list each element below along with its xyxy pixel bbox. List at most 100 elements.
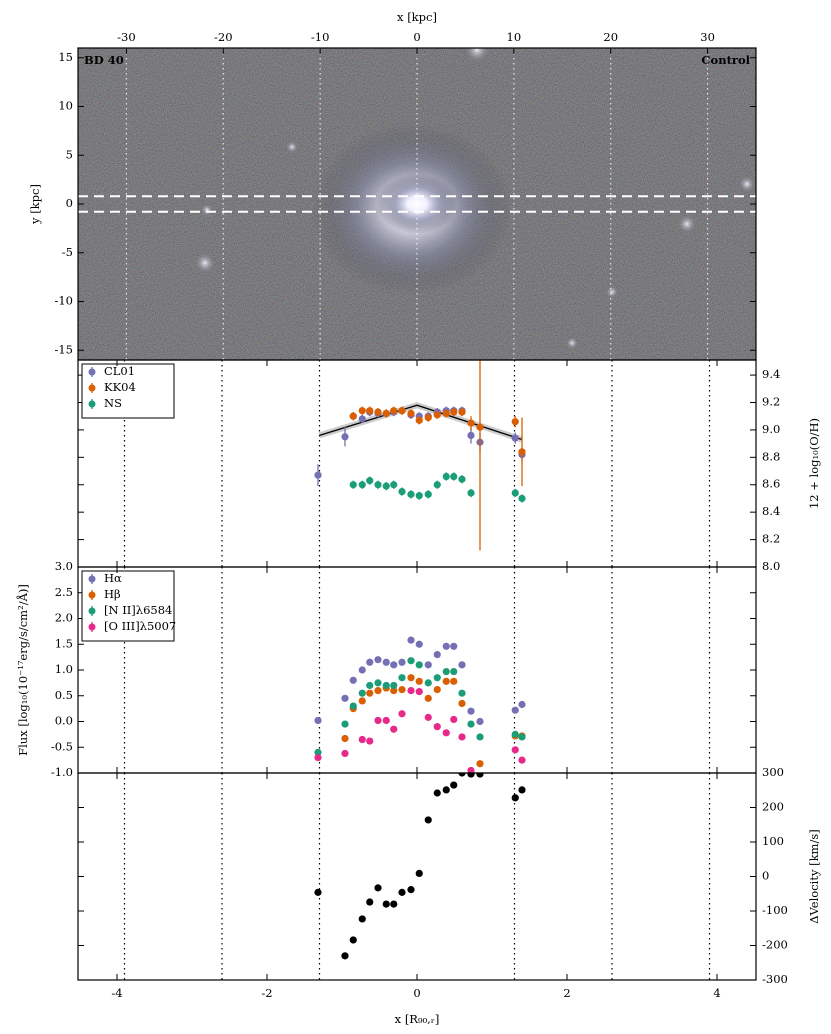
point	[314, 888, 322, 896]
point	[424, 679, 432, 687]
legend-label: NS	[104, 396, 122, 410]
legend-marker	[88, 368, 96, 376]
point	[467, 773, 475, 778]
point	[358, 697, 366, 705]
legend-marker	[88, 623, 96, 631]
x-tick-label: 10	[507, 30, 522, 44]
frame	[77, 359, 757, 568]
y-tick-label: -200	[762, 938, 788, 952]
point	[467, 431, 475, 439]
plot-area	[123, 773, 711, 980]
point	[415, 677, 423, 685]
point	[407, 409, 415, 418]
y-tick-label: 8.4	[762, 504, 780, 518]
y-tick-label: 9.2	[762, 394, 780, 408]
point	[390, 725, 398, 733]
x-tick-label: 20	[603, 30, 618, 44]
point	[398, 658, 406, 666]
point	[407, 674, 415, 682]
point	[442, 472, 450, 481]
point	[390, 661, 398, 669]
point	[314, 748, 322, 757]
star	[678, 215, 696, 233]
y-tick-label: 8.2	[762, 532, 780, 546]
point	[341, 952, 349, 960]
point	[382, 716, 390, 725]
y-tick-label: 8.8	[762, 449, 780, 463]
y-tick-label: -0.5	[51, 739, 73, 753]
point	[458, 475, 466, 483]
legend-marker	[88, 575, 96, 583]
frame	[77, 566, 757, 774]
point	[407, 657, 415, 665]
point	[450, 642, 458, 650]
point	[511, 489, 519, 497]
y-tick-label: 0	[762, 869, 769, 883]
legend-label: [O III]λ5007	[104, 619, 176, 633]
legend-label: CL01	[104, 364, 135, 378]
point	[450, 408, 458, 416]
point	[382, 900, 390, 908]
point	[467, 766, 475, 773]
point	[433, 650, 441, 659]
point	[458, 699, 466, 708]
point	[358, 735, 366, 744]
x-tick-label: -4	[111, 986, 122, 1000]
point	[467, 707, 475, 715]
point	[442, 409, 450, 418]
point	[511, 746, 519, 754]
point	[415, 492, 423, 500]
point	[450, 472, 458, 481]
point	[415, 416, 423, 424]
y-tick-label: 1.5	[55, 636, 73, 650]
legend-marker	[88, 384, 96, 392]
point	[366, 477, 374, 485]
point	[374, 481, 382, 489]
point	[518, 494, 526, 503]
point	[390, 687, 398, 695]
point	[450, 715, 458, 724]
point	[407, 687, 415, 695]
y-tick-label: 2.5	[55, 585, 73, 599]
point	[518, 756, 526, 764]
point	[341, 694, 349, 702]
point	[358, 689, 366, 697]
point	[366, 658, 374, 666]
point	[358, 407, 366, 415]
point	[424, 490, 432, 498]
point	[358, 415, 366, 423]
point	[398, 407, 406, 415]
point	[341, 734, 349, 743]
y-tick-label: -100	[762, 903, 788, 917]
point	[374, 716, 382, 725]
point	[518, 448, 526, 456]
point	[415, 688, 423, 696]
y-tick-label: -15	[54, 342, 73, 356]
y-tick-label: 0.0	[55, 714, 73, 728]
legend-label: Hβ	[104, 587, 121, 601]
point	[374, 656, 382, 664]
star	[286, 141, 298, 153]
legend-marker	[88, 591, 96, 599]
point	[366, 689, 374, 697]
y-tick-label: 10	[58, 99, 73, 113]
point	[450, 677, 458, 685]
point	[415, 640, 423, 648]
point	[358, 666, 366, 674]
x-axis-label: x [R₉₀,ᵣ]	[395, 1012, 440, 1026]
star	[606, 286, 618, 298]
point	[366, 407, 374, 415]
point	[390, 407, 398, 415]
point	[518, 786, 526, 794]
point	[476, 733, 484, 741]
y-tick-label: 200	[762, 800, 784, 814]
point	[398, 710, 406, 718]
point	[390, 481, 398, 489]
plot-area	[123, 360, 711, 567]
point	[407, 886, 415, 894]
y-tick-label: -300	[762, 972, 788, 986]
point	[398, 488, 406, 496]
point	[424, 816, 432, 824]
star	[739, 176, 755, 192]
